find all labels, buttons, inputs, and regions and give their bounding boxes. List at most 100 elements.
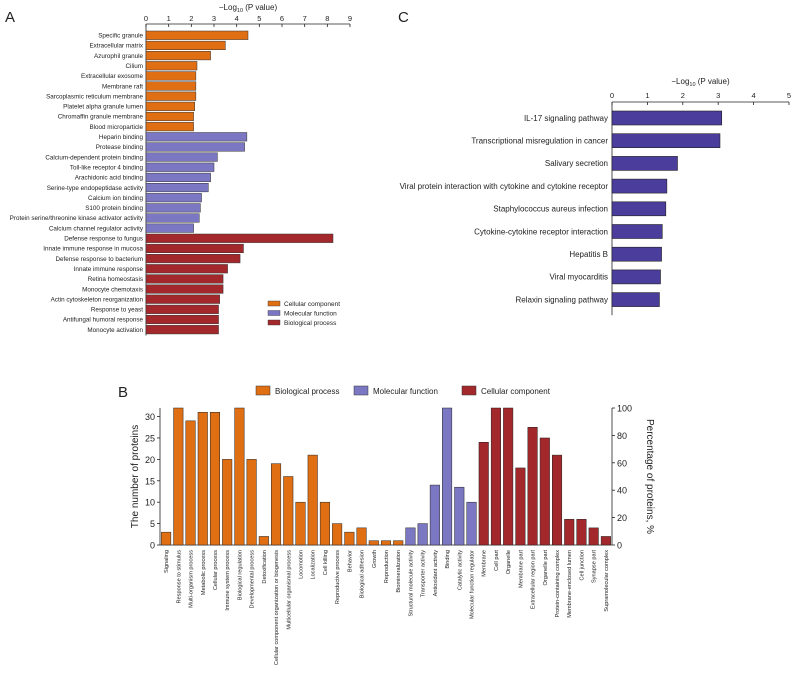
- bar-label-a: Blood microparticle: [89, 124, 143, 131]
- category-label-b: Biological regulation: [237, 550, 243, 600]
- bar-a: [145, 314, 219, 325]
- bar-label-a: S100 protein binding: [85, 205, 143, 212]
- tick-label-c: 0: [610, 91, 614, 100]
- tick-label-left-b: 20: [145, 455, 155, 465]
- tick-label-left-b: 5: [150, 519, 155, 529]
- category-label-b: Reproduction: [384, 550, 390, 583]
- tick-label-right-b: 60: [617, 458, 627, 468]
- bar-b: [466, 501, 477, 546]
- category-label-b: Reproductive process: [335, 550, 341, 604]
- category-label-b: Cell part: [494, 550, 500, 571]
- bar-label-a: Extracellular exosome: [81, 73, 143, 80]
- y-axis-title-right-b: Percentage of proteins, %: [644, 419, 655, 534]
- category-label-b: Behavior: [347, 550, 353, 572]
- axis-title-c-part: −Log: [671, 77, 689, 86]
- category-label-b: Locomotion: [298, 550, 304, 579]
- bar-a: [145, 40, 226, 51]
- category-label-b: Organelle: [506, 550, 512, 574]
- legend-swatch-b: [255, 385, 271, 396]
- category-label-b: Localization: [311, 550, 317, 580]
- bar-a: [145, 51, 211, 61]
- bar-b: [307, 454, 318, 546]
- bar-a: [145, 183, 209, 193]
- bar-b: [197, 412, 208, 546]
- bar-a: [145, 243, 244, 253]
- bar-a: [145, 233, 334, 243]
- bar-b: [442, 407, 453, 546]
- bar-a: [145, 132, 248, 142]
- bar-b: [295, 501, 306, 546]
- bar-b: [503, 407, 514, 546]
- bar-label-a: Chromaffin granule membrane: [58, 114, 144, 121]
- bar-label-a: Calcium-dependent protein binding: [45, 154, 143, 161]
- axis-title-a-sub: 10: [237, 8, 243, 14]
- bar-label-a: Innate immune response in mucosa: [43, 246, 143, 253]
- category-label-b: Structural molecule activity: [408, 550, 414, 617]
- panel-label-b: B: [118, 384, 128, 401]
- bar-label-a: Membrane raft: [102, 83, 143, 90]
- bar-label-a: Calcium ion binding: [88, 195, 143, 202]
- bar-b: [478, 442, 489, 546]
- bar-label-a: Monocyte chemotaxis: [82, 286, 143, 293]
- category-label-b: Cell junction: [579, 550, 585, 580]
- category-label-b: Cellular component organization or bioge…: [274, 550, 280, 665]
- bar-b: [393, 540, 404, 546]
- tick-label-c: 3: [716, 91, 720, 100]
- bar-label-a: Monocyte activation: [87, 327, 143, 334]
- bar-b: [490, 407, 501, 546]
- tick-label-left-b: 30: [145, 412, 155, 422]
- bar-b: [539, 437, 550, 546]
- axis-title-c: −Log10 (P value): [671, 77, 730, 88]
- bar-label-a: Defense response to bacterium: [55, 256, 143, 263]
- bar-label-a: Serine-type endopeptidase activity: [47, 185, 144, 192]
- bar-a: [145, 304, 219, 314]
- legend-swatch-a: [267, 300, 281, 307]
- bar-label-c: Hepatitis B: [569, 250, 608, 259]
- bar-label-c: Viral myocarditis: [549, 273, 608, 282]
- bar-a: [145, 284, 224, 294]
- tick-label-left-b: 25: [145, 433, 155, 443]
- bar-a: [145, 61, 198, 71]
- category-label-b: Antioxidant activity: [433, 550, 439, 597]
- category-label-b: Multi-organism process: [189, 550, 195, 608]
- bar-a: [145, 223, 194, 233]
- bar-b: [271, 463, 282, 546]
- bar-label-a: Defense response to fungus: [64, 236, 143, 243]
- bar-a: [145, 122, 194, 132]
- tick-label-c: 5: [787, 91, 791, 100]
- bar-a: [145, 101, 195, 111]
- bar-b: [234, 407, 245, 546]
- legend-swatch-a: [267, 319, 281, 326]
- bar-label-a: Calcium channel regulator activity: [49, 225, 144, 232]
- bar-b: [552, 454, 563, 546]
- chart-b: Biological process Molecular function Cell…: [130, 385, 655, 665]
- category-label-b: Response to stimulus: [176, 550, 182, 604]
- category-label-b: Membrane: [482, 550, 488, 577]
- bar-b: [417, 523, 428, 546]
- category-label-b: Organelle part: [543, 550, 549, 586]
- tick-label-right-b: 0: [617, 541, 622, 551]
- category-label-b: Binding: [445, 550, 451, 569]
- tick-label-a: 4: [235, 14, 239, 23]
- bar-a: [145, 193, 202, 203]
- axis-title-a-part: (P value): [243, 3, 277, 12]
- bar-label-a: Protein serine/threonine kinase activato…: [10, 215, 144, 222]
- bar-a: [145, 325, 219, 335]
- tick-label-right-b: 20: [617, 513, 627, 523]
- bar-c: [611, 269, 661, 285]
- bar-a: [145, 172, 211, 182]
- chart-c: −Log10 (P value) 0 1 2 3 4 5 IL-17 signaling pa…: [400, 77, 791, 316]
- category-label-b: Extracellular region part: [531, 550, 537, 610]
- tick-label-a: 3: [212, 14, 216, 23]
- axis-title-c-sub: 10: [689, 82, 695, 88]
- legend-swatch-a: [267, 310, 281, 316]
- category-label-b: Membrane-enclosed lumen: [567, 550, 573, 618]
- bar-b: [356, 527, 367, 546]
- bar-b: [454, 486, 465, 546]
- bar-b: [344, 531, 355, 546]
- bar-a: [145, 213, 200, 223]
- tick-label-a: 0: [144, 14, 148, 23]
- y-axis-title-b: The number of proteins: [130, 425, 141, 528]
- bar-c: [611, 201, 667, 217]
